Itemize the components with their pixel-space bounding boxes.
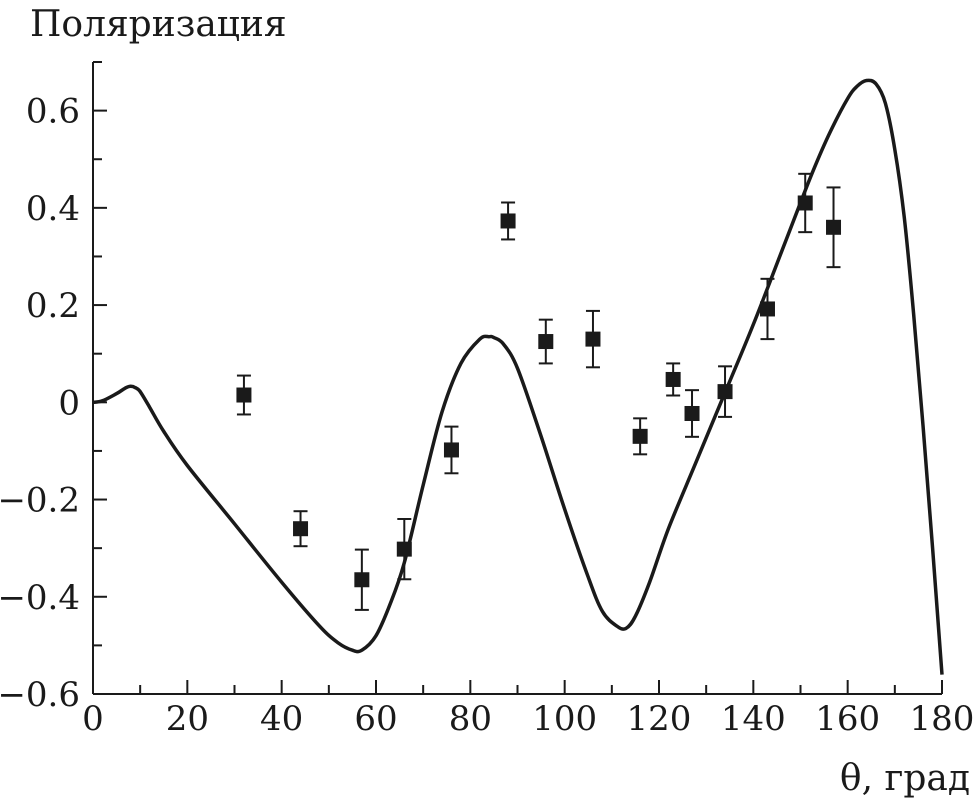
data-point-group <box>585 309 601 369</box>
data-point-group <box>293 510 309 548</box>
data-point-group <box>500 201 516 241</box>
y-tick-label: −0.2 <box>0 481 80 521</box>
data-point-group <box>684 389 700 438</box>
y-tick-label: 0 <box>58 383 80 423</box>
data-point-group <box>396 517 412 581</box>
data-point <box>236 387 252 403</box>
y-tick-label: −0.6 <box>0 675 80 715</box>
theory-curve <box>92 78 944 675</box>
x-tick-label: 180 <box>910 699 975 739</box>
x-tick-label: 0 <box>82 699 104 739</box>
data-point <box>354 572 370 588</box>
data-point-group <box>538 318 554 365</box>
theory-curve-layer <box>92 78 944 675</box>
data-point-group <box>717 365 733 418</box>
y-tick-label: −0.4 <box>0 578 80 618</box>
data-point <box>443 442 459 458</box>
data-point <box>717 384 733 400</box>
y-tick-label: 0.2 <box>26 286 80 326</box>
data-point <box>500 213 516 229</box>
x-tick-label: 140 <box>721 699 786 739</box>
x-tick-label: 100 <box>532 699 597 739</box>
data-points-layer <box>236 172 842 611</box>
x-tick-label: 20 <box>166 699 209 739</box>
data-point-group <box>759 277 775 341</box>
data-point <box>797 195 813 211</box>
data-point-group <box>354 548 370 611</box>
x-axis-title: θ, град <box>840 758 970 798</box>
data-point <box>684 405 700 421</box>
data-point-group <box>826 186 842 269</box>
y-tick-label: 0.6 <box>26 92 80 132</box>
data-point-group <box>236 374 252 416</box>
axes: 0 20 40 60 80 100 120 140 160 180 −0.6 −0.4 −0.2 0 0.2… <box>0 61 975 739</box>
data-point <box>538 334 554 350</box>
data-point-group <box>797 172 813 234</box>
x-tick-label: 120 <box>627 699 692 739</box>
x-tick-label: 160 <box>815 699 880 739</box>
data-point <box>396 541 412 557</box>
x-tick-label: 80 <box>449 699 492 739</box>
data-point <box>826 219 842 235</box>
data-point <box>665 371 681 387</box>
data-point <box>585 331 601 347</box>
x-tick-label: 40 <box>260 699 303 739</box>
data-point <box>293 521 309 537</box>
y-axis-title: Поляризация <box>30 4 287 45</box>
data-point <box>759 301 775 317</box>
x-tick-label: 60 <box>354 699 397 739</box>
data-point-group <box>443 425 459 475</box>
data-point <box>632 428 648 444</box>
y-tick-label: 0.4 <box>26 189 80 229</box>
data-point-group <box>665 362 681 397</box>
data-point-group <box>632 417 648 456</box>
